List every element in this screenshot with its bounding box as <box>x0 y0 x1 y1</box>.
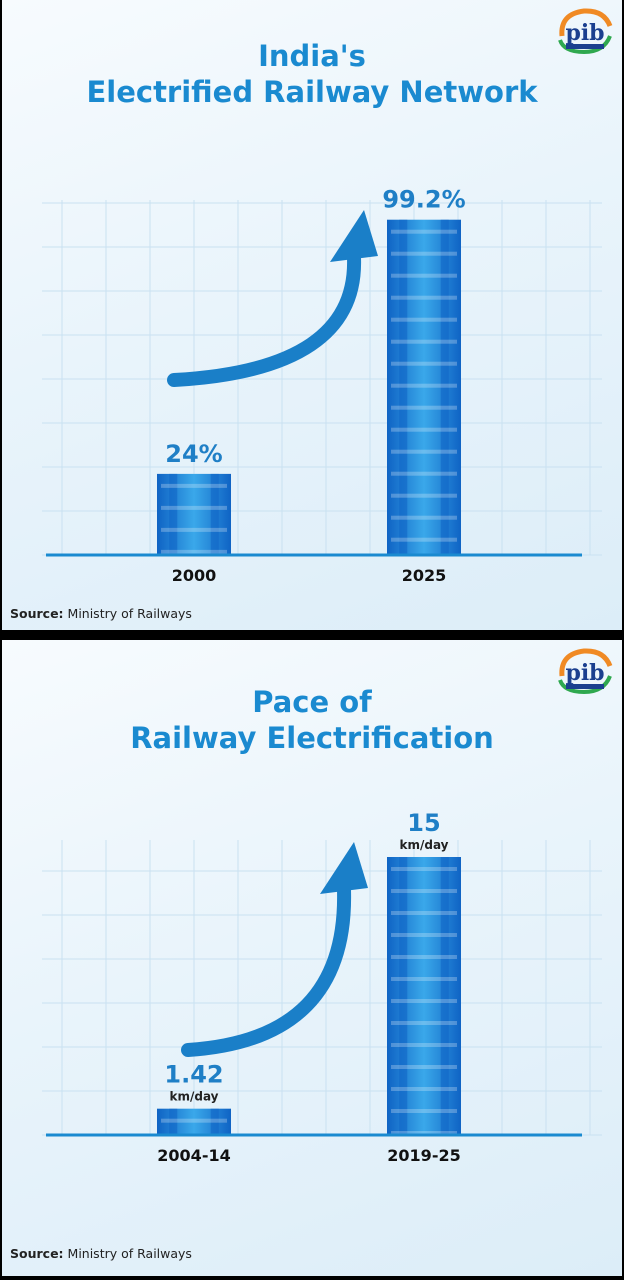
chart-title-line-2: Electrified Railway Network <box>86 75 538 109</box>
bar-sleeper <box>161 1118 227 1123</box>
bar-rail <box>399 219 408 556</box>
unit-label: km/day <box>169 1090 218 1104</box>
bar-sleeper <box>391 317 457 322</box>
bar-sleeper <box>161 527 227 532</box>
source-note: Source: Ministry of Railways <box>10 606 192 621</box>
bar-sleeper <box>391 339 457 344</box>
arrow-shaft <box>181 883 352 1057</box>
bar-sleeper <box>391 229 457 234</box>
unit-label: km/day <box>399 838 448 852</box>
bar-body <box>387 857 461 1135</box>
x-tick-label: 2000 <box>172 566 217 585</box>
bar-sleeper <box>391 889 457 893</box>
chart-panel-electrification-pace: 1.42 km/day 2004-14 15 km/day 2019-25 Pace of… <box>2 640 622 1276</box>
data-label: 24% <box>165 440 222 468</box>
arrow-shaft <box>167 251 362 387</box>
bar <box>387 219 461 556</box>
bar-chart-electrified-network: 24% 2000 99.2% 2025 <box>42 186 602 585</box>
bar-sleeper <box>391 911 457 915</box>
bar <box>157 1108 231 1135</box>
bar <box>387 857 461 1135</box>
bar-sleeper <box>391 537 457 542</box>
bar-sleeper <box>391 1109 457 1113</box>
bar-sleeper <box>391 955 457 959</box>
bar-rail <box>169 473 178 555</box>
bar-sleeper <box>391 405 457 410</box>
bar-sleeper <box>391 867 457 871</box>
bar-sleeper <box>391 515 457 520</box>
bar-rail <box>440 857 449 1135</box>
bar-sleeper <box>391 273 457 278</box>
bar-sleeper <box>161 483 227 488</box>
bar-rail <box>210 1108 219 1135</box>
bar-sleeper <box>391 493 457 498</box>
source-label: Source: <box>10 1246 64 1261</box>
pib-logo: pib <box>554 6 616 60</box>
svg-text:pib: pib <box>565 20 604 46</box>
bar-sleeper <box>391 999 457 1003</box>
curved-up-arrow-icon <box>181 842 368 1057</box>
bar-rail <box>399 857 408 1135</box>
bar-sleeper <box>391 427 457 432</box>
bar-sleeper <box>391 251 457 256</box>
bar-rail <box>210 473 219 555</box>
chart-title-line-1: Pace of <box>252 685 372 719</box>
x-tick-label: 2019-25 <box>387 1146 460 1165</box>
bar-sleeper <box>391 449 457 454</box>
chart-title-line-1: India's <box>258 39 366 73</box>
chart-panel-electrified-network: 24% 2000 99.2% 2025 India's Electrified Rai… <box>2 0 622 630</box>
chart-title: India's Electrified Railway Network <box>2 38 622 110</box>
bar-sleeper <box>391 1021 457 1025</box>
grid <box>42 200 602 556</box>
source-label: Source: <box>10 606 64 621</box>
source-note: Source: Ministry of Railways <box>10 1246 192 1261</box>
svg-text:pib: pib <box>565 660 604 686</box>
grid <box>42 840 602 1136</box>
bar-sleeper <box>161 549 227 554</box>
data-label: 1.42 <box>164 1061 223 1089</box>
data-label: 15 <box>407 809 440 837</box>
x-tick-label: 2004-14 <box>157 1146 230 1165</box>
bar-sleeper <box>391 1065 457 1069</box>
bar-sleeper <box>391 1087 457 1091</box>
chart-title-line-2: Railway Electrification <box>130 721 494 755</box>
bar-sleeper <box>391 361 457 366</box>
arrow-head <box>330 210 378 262</box>
bar-sleeper <box>391 471 457 476</box>
source-text: Ministry of Railways <box>67 1246 192 1261</box>
bar-rail <box>440 219 449 556</box>
bar-sleeper <box>161 505 227 510</box>
curved-up-arrow-icon <box>167 210 378 387</box>
x-tick-label: 2025 <box>402 566 447 585</box>
arrow-head <box>320 842 368 894</box>
chart-title: Pace of Railway Electrification <box>2 684 622 756</box>
bar-sleeper <box>391 383 457 388</box>
pib-logo: pib <box>554 646 616 700</box>
bar <box>157 473 231 555</box>
source-text: Ministry of Railways <box>67 606 192 621</box>
bar-sleeper <box>391 1131 457 1135</box>
bar-sleeper <box>391 295 457 300</box>
bar-rail <box>169 1108 178 1135</box>
bar-sleeper <box>391 977 457 981</box>
data-label: 99.2% <box>382 186 465 214</box>
bar-sleeper <box>391 933 457 937</box>
bar-sleeper <box>391 1043 457 1047</box>
